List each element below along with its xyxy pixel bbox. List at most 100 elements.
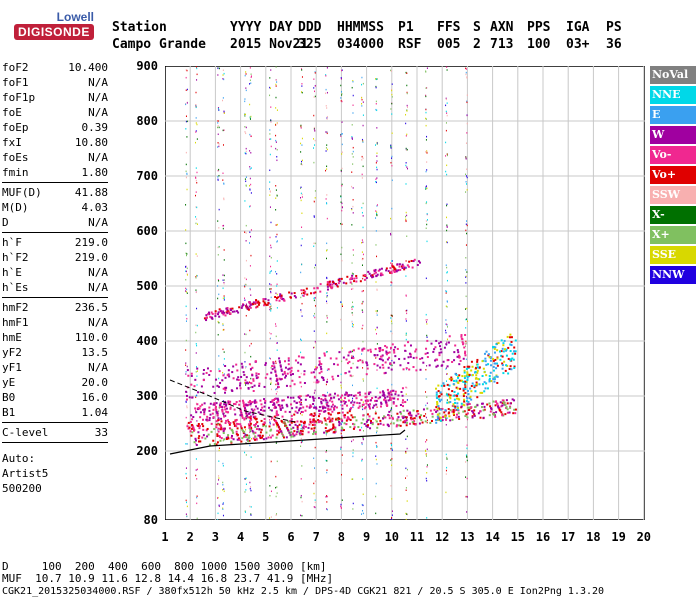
trace-dot — [218, 436, 221, 439]
trace-dot — [285, 436, 288, 439]
trace-dot — [313, 421, 316, 424]
trace-dot — [217, 246, 219, 249]
trace-dot — [224, 314, 227, 317]
trace-dot — [218, 449, 220, 452]
trace-dot — [249, 386, 251, 389]
trace-dot — [269, 87, 271, 89]
trace-dot — [352, 79, 354, 82]
trace-dot — [185, 229, 187, 231]
trace-dot — [185, 176, 187, 179]
trace-dot — [406, 513, 408, 516]
trace-dot — [406, 166, 408, 168]
trace-dot — [328, 413, 331, 416]
trace-dot — [405, 452, 407, 454]
trace-dot — [288, 291, 291, 294]
trace-dot — [222, 224, 224, 227]
trace-dot — [376, 142, 378, 144]
trace-dot — [341, 305, 343, 308]
trace-dot — [466, 176, 468, 179]
trace-dot — [293, 383, 296, 386]
trace-dot — [344, 372, 347, 375]
trace-dot — [257, 301, 260, 304]
trace-dot — [222, 481, 224, 484]
trace-dot — [510, 344, 513, 347]
trace-dot — [499, 358, 502, 361]
trace-dot — [217, 483, 219, 485]
trace-dot — [374, 399, 377, 402]
trace-dot — [253, 400, 256, 403]
trace-dot — [327, 412, 330, 415]
trace-dot — [466, 376, 469, 379]
trace-dot — [211, 412, 214, 415]
trace-dot — [347, 399, 350, 402]
trace-dot — [312, 399, 315, 402]
trace-dot — [240, 362, 243, 365]
trace-dot — [456, 405, 459, 408]
trace-dot — [387, 425, 390, 428]
trace-dot — [198, 435, 201, 438]
trace-dot — [446, 365, 449, 368]
trace-dot — [466, 371, 469, 374]
trace-dot — [407, 362, 410, 365]
trace-dot — [351, 312, 353, 314]
trace-dot — [448, 384, 451, 387]
trace-dot — [509, 359, 512, 362]
trace-dot — [426, 319, 428, 321]
trace-dot — [376, 127, 378, 129]
trace-dot — [206, 367, 209, 370]
trace-dot — [277, 400, 280, 403]
trace-dot — [445, 97, 447, 100]
trace-dot — [343, 397, 346, 400]
trace-dot — [405, 467, 407, 470]
trace-dot — [186, 253, 188, 255]
trace-dot — [250, 235, 252, 238]
trace-dot — [446, 112, 448, 114]
trace-dot — [258, 384, 261, 387]
trace-dot — [225, 410, 228, 413]
trace-dot — [193, 385, 196, 388]
trace-dot — [357, 359, 360, 362]
trace-dot — [207, 311, 210, 314]
trace-dot — [405, 489, 407, 491]
trace-dot — [218, 410, 220, 412]
trace-dot — [341, 427, 344, 430]
trace-dot — [425, 185, 427, 187]
trace-dot — [222, 297, 224, 299]
trace-dot — [275, 388, 277, 391]
trace-dot — [465, 156, 467, 159]
trace-dot — [438, 354, 441, 357]
trace-dot — [222, 313, 225, 316]
trace-dot — [464, 380, 467, 383]
param-value: 236.5 — [74, 301, 108, 314]
trace-dot — [250, 428, 253, 431]
trace-dot — [245, 412, 248, 415]
trace-dot — [425, 453, 427, 456]
trace-dot — [222, 412, 225, 415]
trace-dot — [294, 423, 297, 426]
trace-dot — [365, 362, 368, 365]
trace-dot — [453, 390, 456, 393]
trace-dot — [326, 391, 328, 394]
trace-dot — [450, 376, 453, 379]
trace-dot — [428, 364, 431, 367]
trace-dot — [375, 281, 377, 283]
x-tick-label: 13 — [460, 530, 475, 544]
trace-dot — [462, 389, 465, 392]
x-tick-label: 14 — [485, 530, 500, 544]
trace-dot — [312, 292, 315, 295]
trace-dot — [381, 359, 384, 362]
trace-dot — [223, 428, 226, 431]
trace-dot — [218, 479, 220, 481]
trace-dot — [223, 259, 225, 261]
trace-dot — [236, 310, 239, 313]
trace-dot — [494, 404, 497, 407]
trace-dot — [300, 187, 302, 190]
trace-dot — [390, 161, 392, 164]
trace-dot — [464, 350, 467, 353]
trace-dot — [346, 411, 349, 414]
trace-dot — [186, 102, 188, 104]
trace-dot — [276, 122, 278, 125]
trace-dot — [456, 397, 459, 400]
trace-dot — [262, 300, 265, 303]
trace-dot — [229, 309, 232, 312]
